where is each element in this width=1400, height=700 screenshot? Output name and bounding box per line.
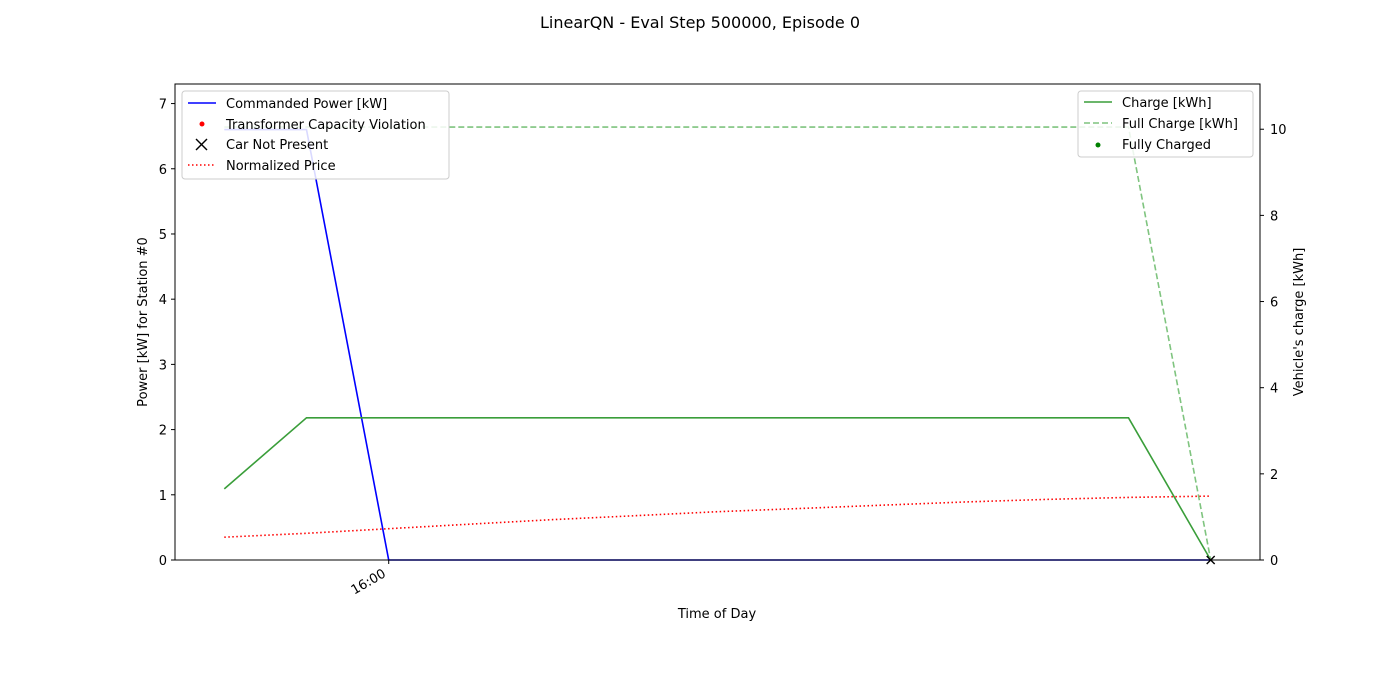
right-y-tick-label: 0: [1270, 554, 1278, 569]
legend-label-charge: Charge [kWh]: [1122, 96, 1212, 111]
legend-label-fully-charged: Fully Charged: [1122, 138, 1211, 153]
legend-handle-fully-charged: [1095, 142, 1101, 148]
legend-label-commanded-power: Commanded Power [kW]: [226, 97, 387, 112]
right-y-tick-label: 8: [1270, 209, 1278, 224]
legend-right: Charge [kWh] Full Charge [kWh] Fully Cha…: [1077, 90, 1254, 158]
legend-right-box: [1077, 90, 1254, 158]
legend-label-full-charge: Full Charge [kWh]: [1122, 117, 1238, 132]
right-y-tick-label: 2: [1270, 468, 1278, 483]
x-axis-label: Time of Day: [677, 607, 757, 622]
legend-handle-car-not-present: [195, 138, 208, 151]
chart-title: LinearQN - Eval Step 500000, Episode 0: [540, 13, 860, 32]
legend-label-transformer-violation: Transformer Capacity Violation: [225, 118, 426, 133]
left-y-tick-label: 7: [159, 98, 167, 113]
right-y-tick-label: 10: [1270, 123, 1287, 138]
plot-frame: [174, 83, 1261, 561]
left-y-tick-label: 5: [159, 228, 167, 243]
right-y-tick-label: 4: [1270, 382, 1278, 397]
legend-left: Commanded Power [kW] Transformer Capacit…: [181, 90, 450, 180]
charge-kwh-line: [223, 416, 1212, 561]
legend-label-normalized-price: Normalized Price: [226, 159, 336, 174]
left-y-tick-label: 3: [159, 358, 167, 373]
legend-handle-transformer-violation: [199, 121, 205, 127]
right-y-axis-label: Vehicle's charge [kWh]: [1292, 248, 1307, 397]
normalized-price-line: [224, 495, 1211, 538]
legend-label-car-not-present: Car Not Present: [226, 138, 328, 153]
left-y-tick-label: 4: [159, 293, 167, 308]
left-y-tick-label: 6: [159, 163, 167, 178]
left-y-axis-label: Power [kW] for Station #0: [136, 237, 151, 407]
legend-left-box: [181, 90, 450, 180]
left-y-tick-label: 1: [159, 489, 167, 504]
left-y-tick-label: 2: [159, 424, 167, 439]
right-y-tick-label: 6: [1270, 296, 1278, 311]
left-y-tick-label: 0: [159, 554, 167, 569]
x-tick-label: 16:00: [349, 566, 389, 598]
